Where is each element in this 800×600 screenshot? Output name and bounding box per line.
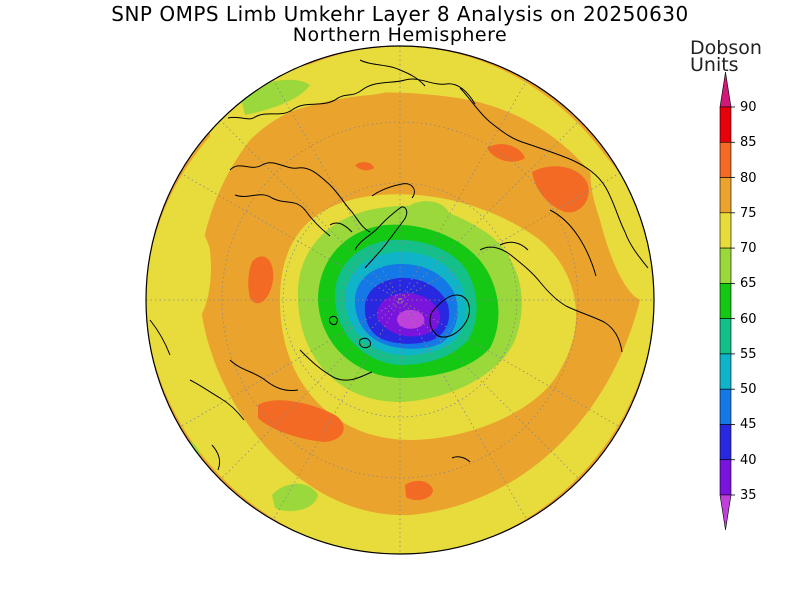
colorbar-label: 65 — [740, 276, 757, 292]
colorbar-label: 80 — [740, 170, 757, 186]
colorbar-band-35-40 — [719, 459, 732, 496]
colorbar-label: 55 — [740, 346, 757, 362]
map-title: SNP OMPS Limb Umkehr Layer 8 Analysis on… — [111, 2, 689, 26]
colorbar — [719, 71, 735, 531]
coastline-asia — [227, 59, 476, 237]
colorbar-label: 35 — [740, 488, 757, 503]
ozone-contour-65-70-north — [410, 201, 451, 230]
colorbar-band-55-60 — [719, 318, 732, 355]
ozone-contour-65-70-sw — [272, 483, 318, 512]
ozone-contour-80-85-s — [405, 480, 433, 501]
colorbar-label: 70 — [740, 241, 757, 257]
colorbar-band-50-55 — [719, 353, 732, 390]
colorbar-band-40-45 — [719, 424, 732, 461]
ozone-contour-80-85-n — [487, 144, 525, 162]
ozone-contour-80-85-sw — [258, 400, 344, 442]
coastline-islands — [329, 315, 471, 463]
ozone-contour-80-85-ne — [532, 166, 589, 213]
colorbar-label: 90 — [740, 100, 757, 115]
graticule — [146, 46, 654, 554]
colorbar-band-70-75 — [719, 212, 732, 249]
map-boundary — [145, 45, 655, 555]
colorbar-label: 85 — [740, 135, 757, 151]
coastline-north-america — [459, 87, 649, 353]
coastline-africa — [149, 319, 373, 471]
ozone-contour-70-75-top — [210, 55, 422, 150]
colorbar-band-65-70 — [719, 247, 732, 284]
coastline-europe — [329, 183, 415, 269]
colorbar-units: Dobson Units — [690, 37, 762, 76]
colorbar-band-60-65 — [719, 283, 732, 319]
ozone-contour-30-35 — [397, 309, 425, 329]
colorbar-label: 60 — [740, 311, 757, 327]
colorbar-band-75-80 — [719, 177, 732, 214]
colorbar-label: 50 — [740, 382, 757, 398]
colorbar-units-line1: Dobson — [690, 37, 762, 59]
ozone-contour-70-75-left — [149, 224, 211, 350]
colorbar-label: 40 — [740, 452, 757, 468]
colorbar-units-line2: Units — [690, 54, 739, 76]
ozone-contour-80-85-top — [355, 162, 374, 171]
colorbar-band-90-95 — [719, 71, 732, 108]
ozone-field — [146, 46, 654, 554]
colorbar-band-30-35 — [719, 494, 732, 531]
colorbar-label: 75 — [740, 205, 757, 221]
ozone-contour-80-85-w — [248, 256, 274, 304]
coastline-greenland — [429, 294, 470, 338]
colorbar-band-80-85 — [719, 141, 732, 178]
colorbar-band-45-50 — [719, 388, 732, 425]
colorbar-band-85-90 — [719, 106, 732, 143]
coastlines — [149, 59, 649, 471]
colorbar-label: 45 — [740, 417, 757, 433]
map-subtitle: Northern Hemisphere — [292, 24, 508, 46]
